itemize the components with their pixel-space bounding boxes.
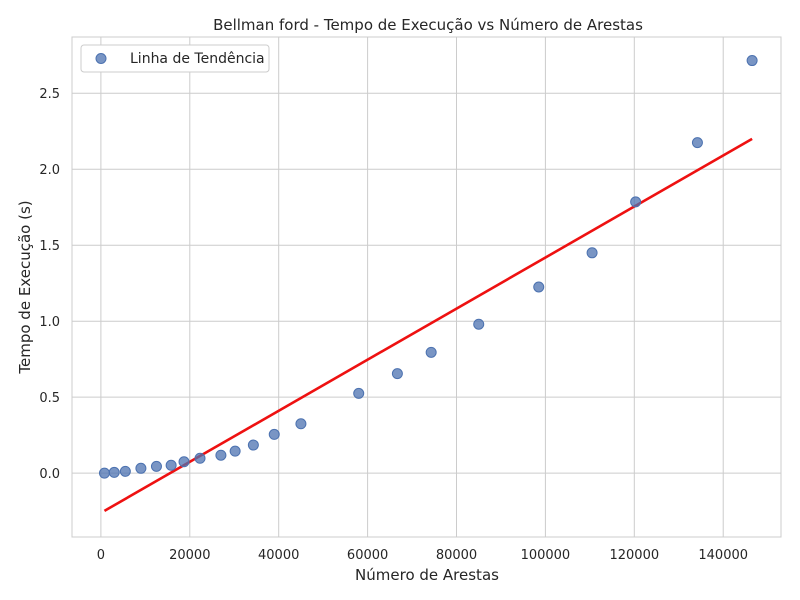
legend-box — [80, 44, 270, 73]
scatter-point — [268, 428, 280, 440]
x-tick-label: 120000 — [609, 548, 659, 563]
scatter-point — [473, 318, 485, 330]
legend-marker — [95, 53, 107, 64]
plot-area — [72, 37, 781, 537]
y-axis-label: Tempo de Execução (s) — [16, 200, 34, 374]
scatter-point — [586, 247, 598, 259]
scatter-point — [108, 466, 120, 478]
x-tick-label: 60000 — [347, 548, 388, 563]
y-tick-label: 0.0 — [39, 467, 60, 482]
x-axis-ticks: 0 20000 40000 60000 80000 100000 120000 140000 — [97, 548, 748, 563]
scatter-point — [533, 281, 545, 293]
scatter-point — [691, 137, 703, 149]
x-tick-label: 100000 — [521, 548, 571, 563]
scatter-point — [353, 387, 365, 399]
scatter-point — [165, 459, 177, 471]
trend-line — [103, 137, 753, 512]
scatter-point — [215, 449, 227, 461]
plot-frame — [71, 36, 782, 538]
scatter-point — [98, 467, 110, 479]
x-tick-label: 20000 — [169, 548, 210, 563]
x-tick-label: 40000 — [258, 548, 299, 563]
scatter-point — [178, 456, 190, 468]
scatter-points-layer — [98, 55, 758, 479]
legend-label: Linha de Tendência — [130, 51, 265, 67]
y-tick-label: 0.5 — [39, 391, 60, 406]
legend: Linha de Tendência — [80, 44, 270, 73]
chart-title: Bellman ford - Tempo de Execução vs Núme… — [213, 16, 643, 34]
y-tick-label: 1.5 — [39, 239, 60, 254]
scatter-point — [247, 439, 259, 451]
scatter-point — [135, 462, 147, 474]
y-tick-label: 1.0 — [39, 315, 60, 330]
scatter-point — [119, 465, 131, 477]
x-tick-label: 0 — [97, 548, 105, 563]
scatter-point — [295, 418, 307, 430]
x-axis-label: Número de Arestas — [355, 566, 499, 584]
y-tick-label: 2.5 — [39, 87, 60, 102]
scatter-point — [194, 452, 206, 464]
scatter-point — [229, 445, 241, 457]
scatter-point — [391, 368, 403, 380]
scatter-point — [746, 55, 758, 67]
trend-line-layer — [103, 137, 753, 512]
x-tick-label: 80000 — [436, 548, 477, 563]
y-tick-label: 2.0 — [39, 163, 60, 178]
x-tick-label: 140000 — [698, 548, 748, 563]
scatter-point — [630, 196, 642, 208]
grid — [72, 37, 781, 537]
scatter-point — [425, 346, 437, 358]
y-axis-ticks: 0.0 0.5 1.0 1.5 2.0 2.5 — [39, 87, 60, 482]
scatter-point — [150, 460, 162, 472]
